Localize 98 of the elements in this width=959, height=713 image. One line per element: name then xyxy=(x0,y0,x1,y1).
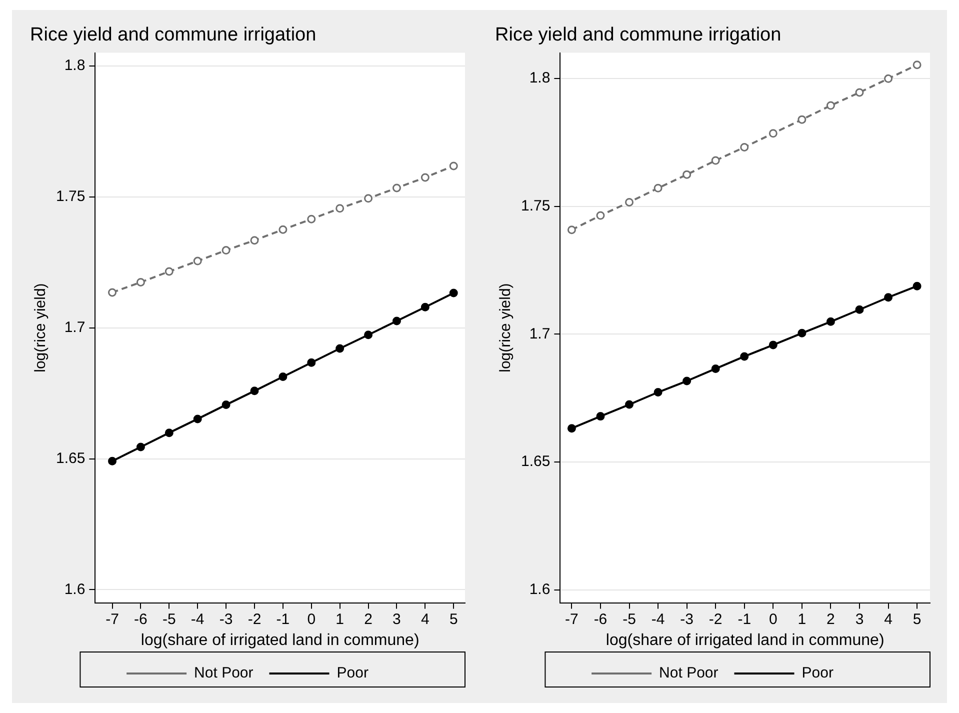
y-tick-label: 1.75 xyxy=(56,188,86,205)
point xyxy=(855,88,864,97)
point xyxy=(364,330,373,340)
chart-title: Rice yield and commune irrigation xyxy=(30,24,316,46)
point xyxy=(625,400,634,409)
x-tick-label: -5 xyxy=(162,610,176,628)
x-tick-label: 2 xyxy=(364,610,372,628)
x-tick-label: -7 xyxy=(106,610,119,628)
point xyxy=(625,198,634,206)
point xyxy=(449,162,458,170)
point xyxy=(682,376,692,386)
point xyxy=(392,184,401,192)
x-tick-label: -6 xyxy=(134,610,148,628)
point xyxy=(798,115,806,124)
point xyxy=(596,211,605,220)
x-tick-label: 0 xyxy=(768,610,778,628)
point xyxy=(449,288,458,298)
point xyxy=(278,225,288,234)
x-tick-label: -2 xyxy=(248,610,262,628)
y-tick-label: 1.8 xyxy=(64,57,86,74)
y-tick-label: 1.7 xyxy=(529,325,550,342)
point xyxy=(912,282,922,290)
point xyxy=(250,236,259,245)
point xyxy=(420,173,430,182)
x-tick-label: -3 xyxy=(680,610,694,628)
point xyxy=(136,442,145,452)
point xyxy=(711,156,720,165)
legend-label: Poor xyxy=(802,664,834,682)
x-tick-label: 5 xyxy=(912,610,922,628)
x-tick-label: 3 xyxy=(392,610,401,628)
point xyxy=(336,344,344,353)
point xyxy=(654,388,662,397)
legend-label: Poor xyxy=(336,664,368,682)
x-tick-label: -5 xyxy=(622,610,636,628)
point xyxy=(307,214,316,224)
x-tick-label: 4 xyxy=(884,610,892,628)
point xyxy=(740,142,749,152)
point xyxy=(912,60,922,70)
y-tick-label: 1.7 xyxy=(64,318,86,336)
x-tick-label: -7 xyxy=(565,610,578,628)
point xyxy=(884,293,893,302)
point xyxy=(826,101,835,110)
y-tick-label: 1.6 xyxy=(529,581,550,598)
point xyxy=(654,184,662,192)
x-tick-label: -1 xyxy=(276,610,290,628)
point xyxy=(307,358,316,367)
point xyxy=(768,340,778,350)
point xyxy=(768,129,778,138)
point xyxy=(222,246,230,255)
y-tick-label: 1.65 xyxy=(520,453,550,470)
x-tick-label: 3 xyxy=(855,610,864,628)
point xyxy=(108,456,117,466)
y-tick-label: 1.6 xyxy=(64,580,86,598)
y-tick-label: 1.75 xyxy=(520,197,550,214)
point xyxy=(711,364,720,373)
chart-title: Rice yield and commune irrigation xyxy=(495,24,782,46)
point xyxy=(855,305,864,314)
x-tick-label: 2 xyxy=(826,610,835,628)
point xyxy=(136,278,145,286)
y-tick-label: 1.65 xyxy=(56,450,86,467)
x-tick-label: -4 xyxy=(190,610,204,628)
point xyxy=(164,267,174,276)
x-tick-label: -1 xyxy=(738,610,752,628)
y-axis-title: log(rice yield) xyxy=(32,283,50,372)
point xyxy=(884,74,893,83)
point xyxy=(392,316,401,326)
y-axis-title: log(rice yield) xyxy=(497,283,514,372)
x-tick-label: -2 xyxy=(708,610,722,628)
point xyxy=(336,204,344,213)
point xyxy=(193,414,202,424)
x-tick-label: 1 xyxy=(798,610,806,628)
point xyxy=(596,412,605,421)
point xyxy=(278,372,288,382)
point xyxy=(193,256,202,266)
x-tick-label: 1 xyxy=(336,610,344,628)
point xyxy=(567,226,576,234)
x-tick-label: 0 xyxy=(307,610,316,628)
point xyxy=(108,288,117,297)
legend-label: Not Poor xyxy=(194,664,254,682)
y-tick-label: 1.8 xyxy=(529,70,550,87)
point xyxy=(250,386,259,396)
x-tick-label: 4 xyxy=(421,610,430,628)
x-tick-label: 5 xyxy=(449,610,458,628)
point xyxy=(164,428,174,438)
point xyxy=(420,302,430,312)
point xyxy=(740,352,749,361)
x-axis-title: log(share of irrigated land in commune) xyxy=(140,632,420,649)
legend-label: Not Poor xyxy=(659,664,718,682)
point xyxy=(222,400,230,410)
point xyxy=(567,424,576,433)
x-axis-title: log(share of irrigated land in commune) xyxy=(606,632,884,649)
point xyxy=(826,317,835,326)
point xyxy=(364,194,373,203)
x-tick-label: -3 xyxy=(219,610,233,628)
x-tick-label: -6 xyxy=(594,610,608,628)
point xyxy=(798,328,806,338)
x-tick-label: -4 xyxy=(651,610,665,628)
point xyxy=(682,170,692,179)
